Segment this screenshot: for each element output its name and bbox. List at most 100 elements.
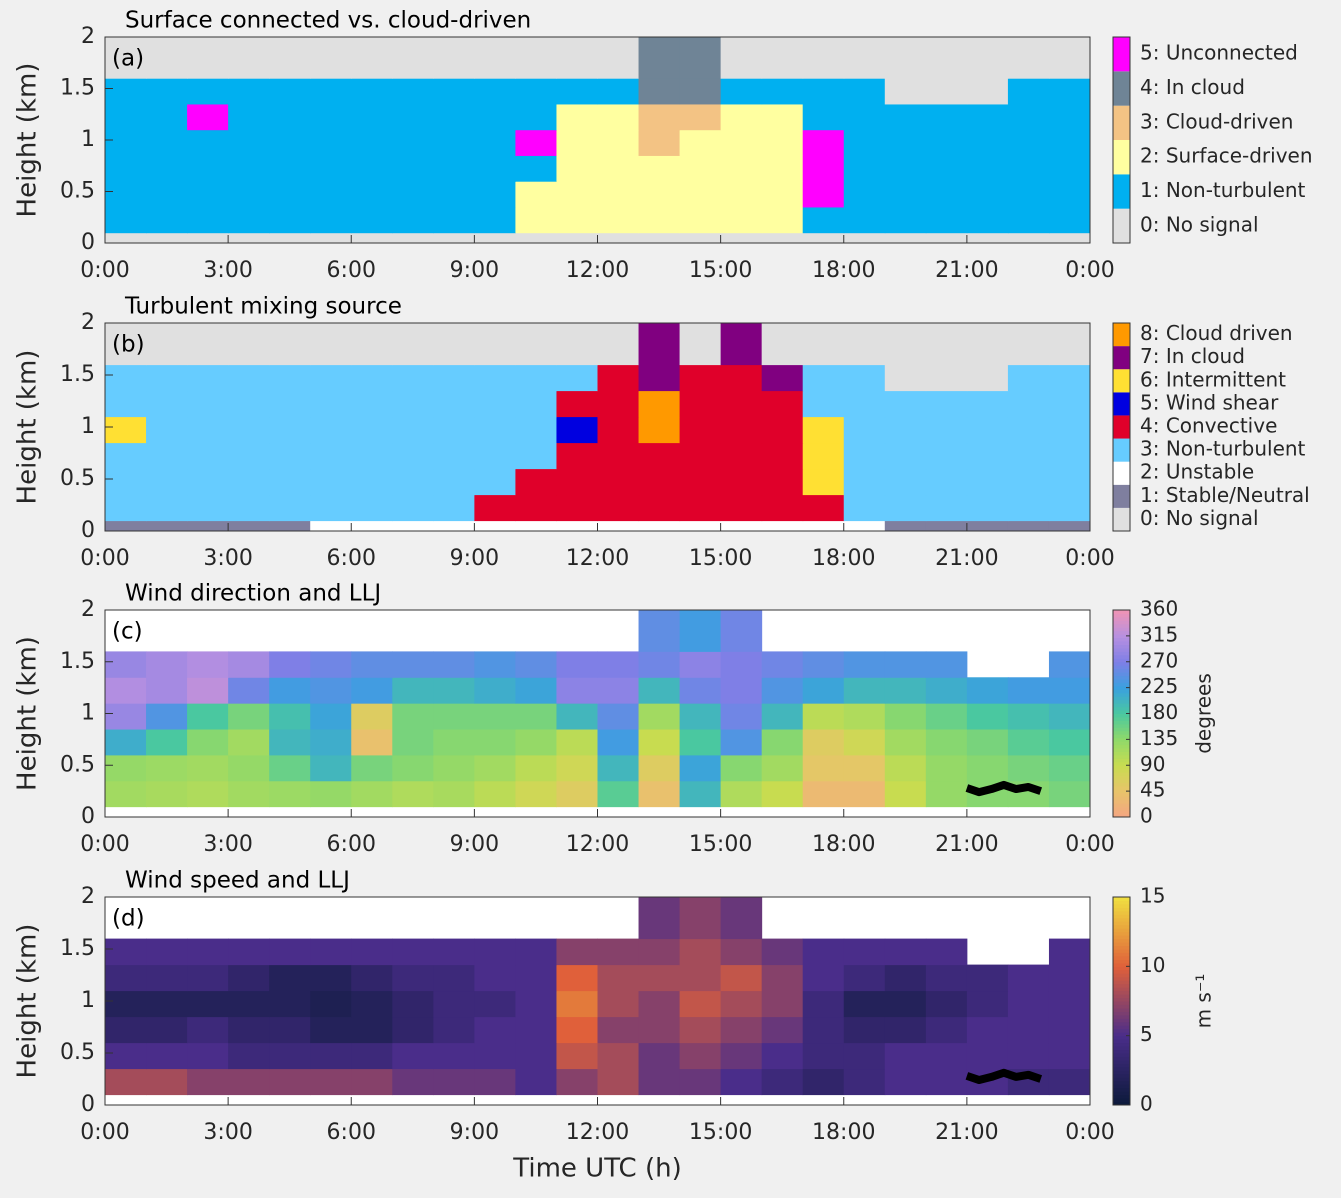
cell bbox=[843, 990, 886, 1018]
cell bbox=[556, 103, 598, 131]
cell bbox=[638, 610, 681, 652]
cell bbox=[1048, 494, 1091, 522]
y-tick-label: 2 bbox=[81, 310, 95, 335]
cell bbox=[843, 129, 886, 156]
cell bbox=[1007, 390, 1050, 418]
cell bbox=[392, 494, 434, 522]
cell bbox=[802, 677, 845, 704]
colorbar-tick-label: 315 bbox=[1140, 622, 1178, 646]
cell bbox=[474, 703, 516, 730]
cell bbox=[392, 703, 434, 730]
colorbar-step bbox=[1113, 613, 1130, 618]
legend-swatch bbox=[1113, 484, 1130, 508]
cell bbox=[310, 468, 352, 496]
colorbar-step bbox=[1113, 796, 1130, 801]
cell bbox=[843, 651, 886, 678]
cell bbox=[351, 364, 393, 392]
cell bbox=[556, 1042, 598, 1070]
cell bbox=[556, 494, 598, 522]
cell bbox=[638, 964, 681, 992]
cell bbox=[638, 703, 681, 730]
cell bbox=[187, 964, 229, 992]
cell bbox=[433, 1042, 475, 1070]
cell bbox=[474, 390, 516, 418]
colorbar-step bbox=[1113, 779, 1130, 783]
colorbar-step bbox=[1113, 1091, 1130, 1096]
cell bbox=[720, 1042, 763, 1070]
cell bbox=[228, 494, 270, 522]
cell bbox=[679, 442, 722, 470]
colorbar-tick-label: 10 bbox=[1140, 953, 1165, 977]
cell bbox=[228, 703, 270, 730]
colorbar-step bbox=[1113, 716, 1130, 721]
colorbar-step bbox=[1113, 730, 1130, 735]
cell bbox=[679, 703, 722, 730]
legend-swatch bbox=[1113, 140, 1130, 175]
cell bbox=[228, 323, 270, 366]
colorbar-step bbox=[1113, 1021, 1130, 1026]
colorbar-step bbox=[1113, 1066, 1130, 1071]
cell bbox=[1007, 155, 1050, 182]
cell bbox=[638, 390, 681, 418]
cell bbox=[515, 754, 557, 782]
cell bbox=[515, 323, 557, 366]
cell bbox=[515, 468, 557, 496]
colorbar-step bbox=[1113, 942, 1130, 947]
cell bbox=[474, 416, 516, 444]
cell bbox=[843, 677, 886, 704]
cell bbox=[433, 181, 475, 208]
cell bbox=[638, 651, 681, 678]
cell bbox=[269, 1068, 311, 1096]
cell bbox=[556, 37, 598, 79]
cell bbox=[720, 155, 763, 182]
cell bbox=[966, 232, 1009, 244]
cell bbox=[187, 520, 229, 532]
cell bbox=[269, 494, 311, 522]
colorbar-step bbox=[1113, 1059, 1130, 1064]
cell bbox=[105, 964, 147, 992]
cell bbox=[1048, 938, 1091, 966]
x-tick-label: 0:00 bbox=[1065, 546, 1114, 571]
cell bbox=[679, 964, 722, 992]
cell bbox=[638, 129, 681, 156]
cell bbox=[351, 155, 393, 182]
cell bbox=[146, 729, 188, 756]
cell bbox=[474, 37, 516, 79]
cell bbox=[720, 181, 763, 208]
cell bbox=[515, 416, 557, 444]
cell bbox=[310, 754, 352, 782]
cell bbox=[720, 37, 763, 79]
cell bbox=[351, 1068, 393, 1096]
cell bbox=[638, 181, 681, 208]
y-tick-label: 0 bbox=[81, 518, 95, 543]
cell bbox=[310, 155, 352, 182]
cell bbox=[392, 1042, 434, 1070]
cell bbox=[187, 416, 229, 444]
cell bbox=[228, 651, 270, 678]
cell bbox=[515, 37, 557, 79]
x-tick-label: 12:00 bbox=[566, 832, 629, 857]
colorbar-step bbox=[1113, 1001, 1130, 1005]
cell bbox=[433, 323, 475, 366]
x-tick-label: 6:00 bbox=[327, 832, 376, 857]
x-tick-label: 21:00 bbox=[935, 258, 998, 283]
cell bbox=[392, 990, 434, 1018]
x-tick-label: 0:00 bbox=[80, 546, 129, 571]
x-tick-label: 6:00 bbox=[327, 258, 376, 283]
colorbar-step bbox=[1113, 723, 1130, 728]
cell bbox=[597, 754, 640, 782]
cell bbox=[228, 677, 270, 704]
cell bbox=[433, 468, 475, 496]
cell bbox=[802, 468, 845, 496]
cell bbox=[720, 1016, 763, 1044]
colorbar-step bbox=[1113, 1080, 1130, 1085]
cell bbox=[843, 155, 886, 182]
cell bbox=[638, 897, 681, 940]
colorbar-step bbox=[1113, 1063, 1130, 1068]
cell bbox=[720, 990, 763, 1018]
cell bbox=[966, 990, 1009, 1018]
cell bbox=[679, 390, 722, 418]
cell bbox=[1048, 520, 1091, 532]
panel-title: Wind speed and LLJ bbox=[125, 868, 350, 894]
cell bbox=[433, 990, 475, 1018]
